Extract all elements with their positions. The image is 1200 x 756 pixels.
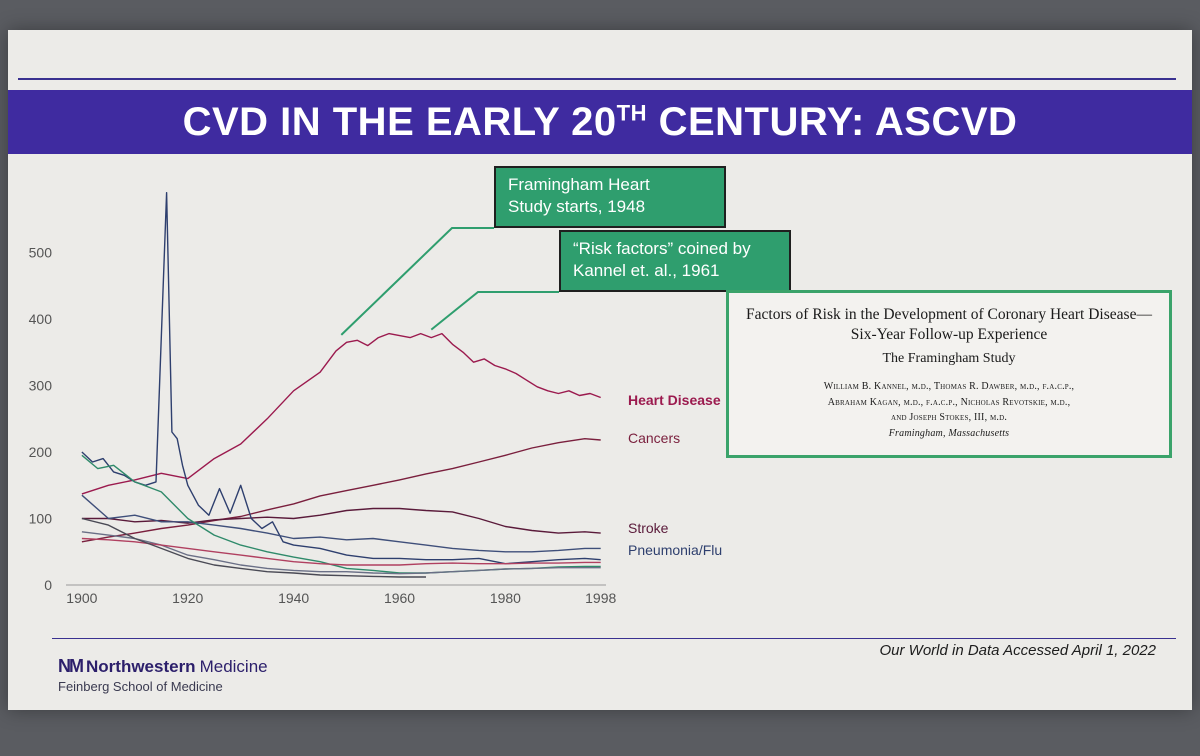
logo-subtitle: Feinberg School of Medicine bbox=[58, 679, 223, 694]
series-line-cancers bbox=[81, 438, 601, 543]
y-tick-label: 400 bbox=[29, 311, 53, 327]
y-tick-label: 200 bbox=[29, 444, 53, 460]
paper-study: The Framingham Study bbox=[882, 351, 1016, 366]
callout-risk-factors-line2: Kannel et. al., 1961 bbox=[573, 261, 720, 280]
series-label-pneumonia-flu: Pneumonia/Flu bbox=[628, 542, 722, 558]
leader-line-risk-factors bbox=[430, 291, 559, 331]
title-superscript: TH bbox=[616, 100, 647, 126]
series-line-unlabeled-4 bbox=[81, 494, 601, 553]
paper-citation-box: Factors of Risk in the Development of Co… bbox=[726, 290, 1172, 458]
callout-risk-factors: “Risk factors” coined by Kannel et. al.,… bbox=[559, 230, 791, 292]
x-tick-label: 1980 bbox=[490, 590, 521, 606]
y-tick-label: 0 bbox=[44, 577, 52, 593]
paper-location: Framingham, Massachusetts bbox=[888, 427, 1010, 439]
northwestern-logo: NM Northwestern Medicine Feinberg School… bbox=[58, 656, 268, 694]
paper-authors-line2: Abraham Kagan, m.d., f.a.c.p., Nicholas … bbox=[827, 396, 1071, 408]
y-tick-label: 300 bbox=[29, 378, 53, 394]
paper-title-line1: Factors of Risk in the Development of Co… bbox=[746, 306, 1152, 323]
x-tick-label: 1900 bbox=[66, 590, 97, 606]
paper-authors-line3: and Joseph Stokes, III, m.d. bbox=[890, 412, 1008, 423]
y-tick-label: 500 bbox=[29, 245, 53, 261]
y-tick-label: 100 bbox=[29, 511, 53, 527]
series-line-unlabeled-6 bbox=[81, 531, 601, 575]
x-tick-label: 1940 bbox=[278, 590, 309, 606]
nm-logo-mark: NM bbox=[58, 656, 84, 676]
series-label-cancers: Cancers bbox=[628, 430, 680, 446]
source-citation: Our World in Data Accessed April 1, 2022 bbox=[879, 642, 1156, 659]
title-band: CVD IN THE EARLY 20TH CENTURY: ASCVD bbox=[8, 90, 1192, 154]
callout-framingham-line1: Framingham Heart bbox=[508, 175, 650, 194]
x-tick-label: 1960 bbox=[384, 590, 415, 606]
series-label-heart-disease: Heart Disease bbox=[628, 392, 721, 408]
x-tick-label: 1920 bbox=[172, 590, 203, 606]
callout-framingham-line2: Study starts, 1948 bbox=[508, 197, 646, 216]
top-rule bbox=[18, 78, 1176, 80]
leader-line-framingham bbox=[340, 227, 494, 336]
paper-title-line2: Six-Year Follow-up Experience bbox=[850, 326, 1048, 343]
paper-authors-line1: William B. Kannel, m.d., Thomas R. Dawbe… bbox=[823, 381, 1075, 392]
x-tick-label: 1998 bbox=[585, 590, 616, 606]
series-line-unlabeled-8 bbox=[81, 517, 426, 578]
series-line-unlabeled-5 bbox=[81, 454, 601, 574]
title-main: CVD IN THE EARLY 20 bbox=[182, 99, 617, 144]
series-label-stroke: Stroke bbox=[628, 520, 669, 536]
bottom-rule bbox=[52, 638, 1176, 639]
logo-medicine: Medicine bbox=[199, 656, 268, 676]
paper-title: Factors of Risk in the Development of Co… bbox=[729, 305, 1169, 345]
paper-authors: William B. Kannel, m.d., Thomas R. Dawbe… bbox=[729, 379, 1169, 441]
series-line-unlabeled-7 bbox=[81, 537, 601, 566]
callout-risk-factors-line1: “Risk factors” coined by bbox=[573, 239, 751, 258]
logo-name: Northwestern bbox=[86, 656, 196, 676]
title-end: CENTURY: ASCVD bbox=[646, 99, 1018, 144]
series-line-heart-disease bbox=[81, 332, 601, 495]
slide-title: CVD IN THE EARLY 20TH CENTURY: ASCVD bbox=[183, 100, 1018, 145]
callout-framingham: Framingham Heart Study starts, 1948 bbox=[494, 166, 726, 228]
